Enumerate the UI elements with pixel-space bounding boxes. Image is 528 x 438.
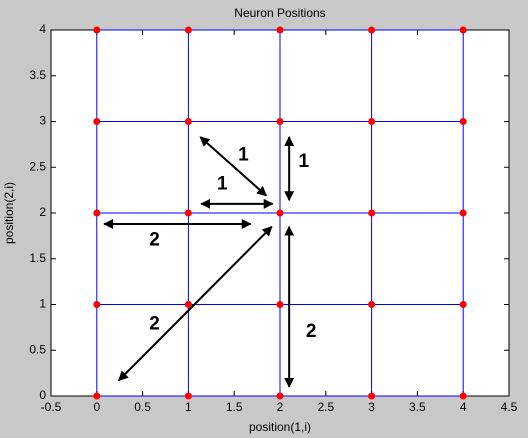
x-tick-label: 1.5 [226, 400, 243, 414]
neuron-point [93, 118, 101, 125]
arrow [199, 136, 268, 197]
neuron-point [276, 209, 284, 217]
neuron-point [368, 301, 376, 308]
neuron-point [459, 26, 467, 34]
neuron-point [459, 392, 467, 400]
y-tick-label: 3.5 [29, 68, 46, 82]
x-tick-label: 4 [460, 400, 467, 414]
neuron-point [459, 301, 467, 308]
neuron-point [276, 118, 284, 125]
neuron-point [459, 209, 467, 217]
neuron-point [276, 392, 284, 400]
arrow-label: 1 [238, 144, 249, 165]
arrow-label: 1 [217, 174, 228, 195]
arrow-label: 2 [306, 321, 317, 342]
arrow-label: 2 [149, 229, 160, 250]
neuron-point [368, 392, 376, 400]
y-tick-label: 0.5 [29, 342, 46, 356]
y-tick-label: 2.5 [29, 159, 46, 173]
y-tick-label: 2 [39, 205, 46, 219]
y-tick-label: 3 [39, 114, 46, 128]
x-tick-label: 3.5 [409, 400, 426, 414]
x-tick-label: 2.5 [317, 400, 334, 414]
neuron-point [368, 209, 376, 217]
x-tick-label: 3 [368, 400, 375, 414]
neuron-point [368, 26, 376, 34]
x-tick-label: 4.5 [501, 400, 518, 414]
arrow [118, 226, 273, 382]
y-axis-label: position(2,i) [2, 182, 16, 244]
neuron-point [93, 209, 101, 217]
y-tick-label: 0 [39, 388, 46, 402]
x-tick-label: 1 [185, 400, 192, 414]
chart-title: Neuron Positions [234, 6, 325, 20]
x-axis-label: position(1,i) [249, 420, 311, 434]
y-tick-label: 4 [39, 22, 46, 36]
neuron-point [184, 392, 192, 400]
neuron-point [184, 26, 192, 34]
neuron-point [184, 209, 192, 217]
arrow-label: 2 [149, 314, 160, 335]
neuron-point [184, 118, 192, 125]
neuron-point [368, 118, 376, 125]
x-tick-label: 2 [277, 400, 284, 414]
neuron-point [276, 26, 284, 34]
y-tick-label: 1 [39, 297, 46, 311]
neuron-point [459, 118, 467, 125]
neuron-point [93, 392, 101, 400]
x-tick-label: 0.5 [134, 400, 151, 414]
x-tick-label: -0.5 [41, 400, 62, 414]
x-tick-label: 0 [93, 400, 100, 414]
arrow-label: 1 [299, 151, 310, 172]
neuron-point [93, 301, 101, 308]
neuron-point [276, 301, 284, 308]
y-tick-label: 1.5 [29, 251, 46, 265]
neuron-point [93, 26, 101, 34]
